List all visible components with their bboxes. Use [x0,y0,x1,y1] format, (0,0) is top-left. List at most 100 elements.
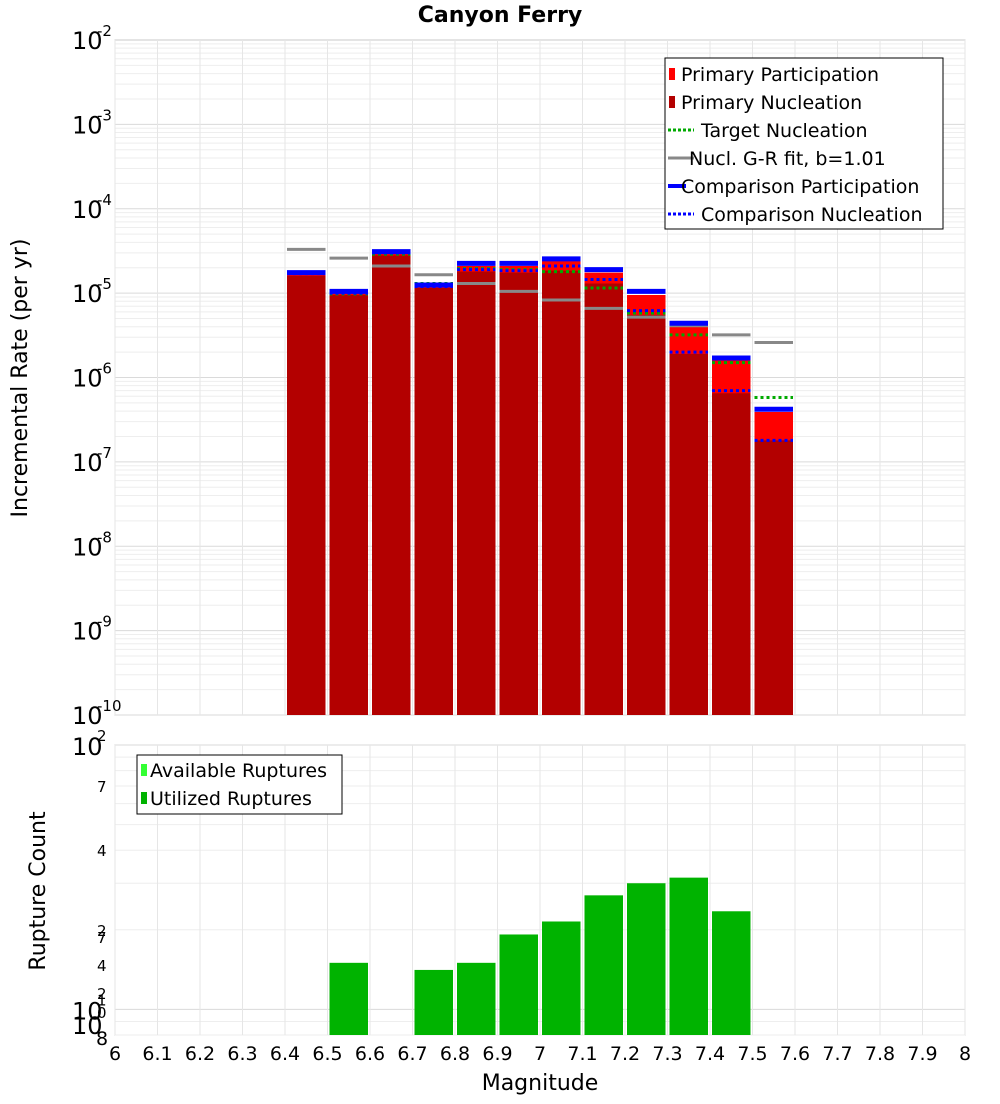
primary-nucleation-bar [329,295,368,715]
legend-label: Comparison Participation [681,176,919,198]
top-y-tick-exponent: -7 [97,444,112,462]
top-y-tick-label: 10 [72,702,103,730]
top-y-tick-exponent: -10 [97,697,122,715]
top-y-axis-label: Incremental Rate (per yr) [8,239,33,518]
bottom-legend-items: Available Ruptures Utilized Ruptures [141,760,327,810]
legend-swatch-bar [669,96,675,108]
utilized-ruptures-bar [584,895,623,1035]
x-tick-label: 7.2 [610,1043,640,1065]
bottom-y-tick-label: 10 [72,997,103,1025]
bottom-y-minor-label: 7 [97,929,107,947]
bottom-y-tick-label: 10 [72,733,103,761]
bottom-y-minor-label: 4 [97,957,107,975]
primary-nucleation-bar [584,283,623,715]
bottom-y-axis-label: Rupture Count [26,811,51,971]
bottom-y-tick-exponent: 1 [97,991,107,1009]
x-tick-label: 6.4 [270,1043,300,1065]
x-tick-label: 7 [534,1043,546,1065]
x-tick-label: 7.3 [652,1043,682,1065]
primary-nucleation-bar [414,288,453,715]
bottom-y-minor-label: 2 [97,922,107,940]
primary-nucleation-bar [669,353,708,715]
legend-label: Utilized Ruptures [150,788,312,810]
top-y-tick-exponent: -5 [97,275,112,293]
legend-label: Comparison Nucleation [701,204,923,226]
top-y-tick-label: 10 [72,449,103,477]
utilized-ruptures-bar [329,962,368,1035]
bottom-grid [114,744,966,1036]
bottom-y-minor-label: 7 [97,778,107,796]
x-tick-label: 7.6 [780,1043,810,1065]
utilized-ruptures-bar [414,969,453,1035]
x-tick-label: 7.8 [865,1043,895,1065]
top-legend-box [664,57,944,230]
legend-label: Target Nucleation [700,120,868,142]
top-y-tick-exponent: -8 [97,528,112,546]
x-tick-label: 7.9 [907,1043,937,1065]
bottom-legend-box [136,754,343,815]
top-y-tick-exponent: -6 [97,360,112,378]
chart-title: Canyon Ferry [418,3,583,28]
top-y-tick-label: 10 [72,280,103,308]
x-tick-label: 6.1 [142,1043,172,1065]
primary-nucleation-bar [627,315,666,715]
x-axis-ticks: 6 6.1 6.2 6.3 6.4 6.5 6.6 6.7 6.8 6.9 7 7.1 7.2 7.3 7.… [109,1043,971,1065]
utilized-ruptures-bar [499,934,538,1035]
top-y-tick-exponent: -2 [97,22,112,40]
x-tick-label: 7.1 [567,1043,597,1065]
utilized-ruptures-bar [669,877,708,1035]
bottom-y-tick-exponent: 2 [97,727,107,745]
legend-swatch-bar [141,792,147,804]
legend-label: Nucl. G-R fit, b=1.01 [689,148,886,170]
legend-label: Primary Participation [681,64,879,86]
bottom-bars [329,877,751,1035]
top-y-tick-label: 10 [72,618,103,646]
x-tick-label: 6.6 [355,1043,385,1065]
bottom-y-minor-label: 4 [97,842,107,860]
x-tick-label: 6.9 [482,1043,512,1065]
bottom-y-minor-label: 2 [97,985,107,1003]
top-y-tick-exponent: -3 [97,106,112,124]
x-tick-label: 7.7 [822,1043,852,1065]
x-axis-label: Magnitude [482,1071,599,1096]
utilized-ruptures-bar [457,962,496,1035]
top-lines [287,247,793,442]
primary-nucleation-bar [712,393,751,715]
x-tick-label: 6.7 [397,1043,427,1065]
primary-nucleation-bar [542,270,581,715]
x-tick-label: 8 [959,1043,971,1065]
legend-swatch-bar [669,68,675,80]
top-y-tick-exponent: -9 [97,613,112,631]
top-y-tick-exponent: -4 [97,191,112,209]
top-y-tick-label: 10 [72,196,103,224]
x-tick-label: 6.8 [440,1043,470,1065]
x-tick-label: 7.4 [695,1043,725,1065]
legend-label: Primary Nucleation [681,92,862,114]
primary-nucleation-bar [287,275,326,715]
x-tick-label: 6.5 [312,1043,342,1065]
top-y-tick-label: 10 [72,111,103,139]
bottom-legend: Available Ruptures Utilized Ruptures [136,754,343,815]
top-bars [287,252,793,715]
primary-nucleation-bar [499,272,538,715]
top-y-tick-label: 10 [72,533,103,561]
utilized-ruptures-bar [627,883,666,1035]
utilized-ruptures-bar [542,921,581,1035]
x-tick-label: 6 [109,1043,121,1065]
primary-nucleation-bar [457,271,496,715]
primary-nucleation-bar [754,440,793,715]
primary-nucleation-bar [372,255,411,715]
top-y-tick-label: 10 [72,27,103,55]
top-legend: Primary Participation Primary Nucleation T… [664,57,944,230]
top-y-tick-label: 10 [72,365,103,393]
bottom-y-tick-exponent: 0 [97,1004,107,1022]
bottom-y-tick-label: 10 [72,1012,103,1040]
legend-label: Available Ruptures [150,760,327,782]
utilized-ruptures-bar [712,911,751,1035]
x-tick-label: 6.2 [185,1043,215,1065]
top-legend-items: Primary Participation Primary Nucleation T… [668,64,923,226]
x-tick-label: 7.5 [737,1043,767,1065]
